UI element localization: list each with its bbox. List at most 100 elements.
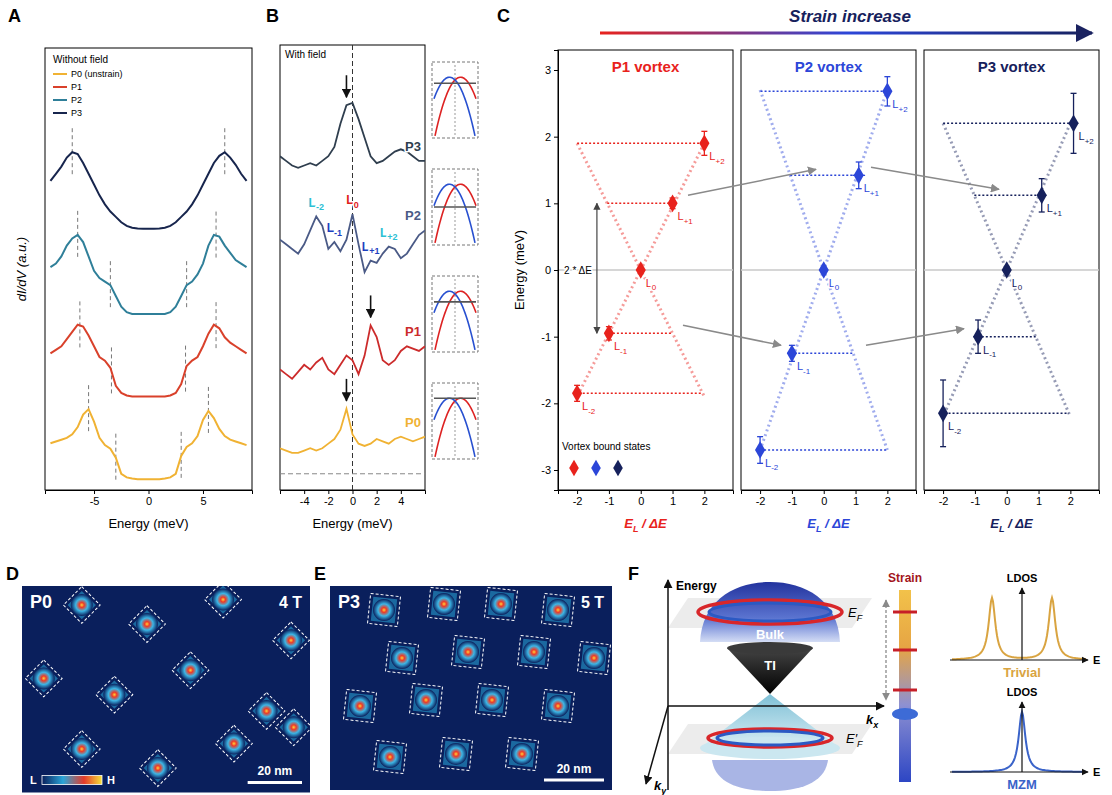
vortex-outline: [248, 693, 285, 730]
point-label: L+2: [892, 98, 908, 113]
fermi-ring: [708, 729, 832, 747]
label-subscript: -2: [588, 407, 596, 416]
inset-axis: [455, 386, 456, 456]
plot-area: [50, 128, 246, 479]
spectrum-line: [50, 325, 246, 397]
axis-title: Energy (meV): [108, 516, 188, 531]
point-label: L-2: [582, 400, 596, 415]
image-panel: DP04 T20 nmLH: [6, 564, 312, 792]
shift-arrow: [866, 329, 964, 346]
x-axis: -2-1012: [925, 490, 1100, 507]
band-inset: [432, 169, 478, 245]
tick: 1: [545, 197, 558, 209]
field-label: 5 T: [581, 594, 604, 611]
axis-line: [559, 491, 734, 495]
state-label: L+1: [362, 240, 380, 257]
series-label: P0: [405, 415, 421, 430]
tick-label: -5: [90, 495, 100, 507]
inset-band: [435, 291, 476, 350]
error-cap: [856, 188, 862, 189]
vortex-core: [103, 684, 125, 706]
fermi-ring: [717, 731, 823, 745]
vortex-core: [147, 757, 169, 779]
vortex-halo: [347, 693, 373, 719]
data-point: [819, 261, 829, 279]
error-cap: [701, 155, 707, 156]
tick: 4: [398, 490, 404, 507]
point-label: L+1: [1047, 202, 1063, 217]
legend-label: P3: [71, 108, 82, 118]
legend-title: Vortex bound states: [562, 441, 650, 452]
point-label: L+1: [864, 182, 880, 197]
label-subscript: -2: [771, 463, 779, 472]
vortex-outline: [506, 738, 539, 771]
axis-arrow: [950, 659, 1088, 660]
axis-line: [281, 491, 426, 495]
tick: -1: [541, 331, 558, 343]
plot-area: [924, 93, 1099, 446]
legend: Without fieldP0 (unstrain)P1P2P3: [53, 54, 123, 118]
axis-line: [925, 491, 1100, 495]
fermi-ring: [698, 600, 842, 624]
field-label: 4 T: [279, 594, 302, 611]
scale-label: 20 nm: [257, 764, 292, 778]
axis-title: kx: [866, 712, 879, 730]
cone-line: [760, 90, 887, 450]
state-label: L-2: [309, 196, 324, 213]
vortex-outline: [96, 676, 133, 713]
tick-label: 1: [670, 495, 676, 507]
vortex-outline: [452, 636, 485, 669]
data-point: [1002, 261, 1012, 279]
tick: -1: [788, 490, 798, 507]
axis-title: LDOS: [1007, 572, 1038, 584]
colorbar: [42, 775, 102, 784]
spectrum-line: [280, 103, 425, 168]
tick-label: -4: [300, 495, 310, 507]
figure: A-505Energy (meV)dI/dV (a.u.)Without fie…: [0, 0, 1112, 795]
label-subscript: +1: [870, 189, 880, 198]
inset-axis: [455, 65, 456, 135]
subplot-title: P2 vortex: [795, 58, 863, 75]
axis-arrow: [1021, 588, 1022, 660]
tick-label: 0: [146, 495, 152, 507]
subplot: L-2L-1L0L+1L+2P3 vortex-2-1012EL / ΔE: [924, 50, 1100, 534]
tick: 0: [146, 490, 152, 507]
level-line: [943, 123, 1070, 125]
tick: 2: [702, 490, 708, 507]
error-cap: [975, 353, 981, 354]
reference-line: [280, 473, 425, 474]
fermi-label: EF: [848, 605, 863, 623]
tick-mark: [377, 490, 378, 494]
state-label: L+2: [380, 226, 398, 243]
x-axis: -2-1012: [559, 490, 734, 507]
vortex-outline: [428, 588, 461, 621]
tick-label: -2: [756, 495, 766, 507]
tick-label: -1: [541, 331, 551, 343]
vortex-halo: [371, 597, 397, 623]
vortex-outline: [440, 738, 473, 771]
error-cap: [701, 131, 707, 132]
mzm-blob: [892, 708, 918, 720]
axis-title: EL / ΔE: [807, 516, 850, 534]
level-line: [794, 353, 853, 355]
vortex-outline: [63, 587, 100, 624]
label-subscript: +1: [369, 246, 379, 256]
tick-mark: [887, 490, 888, 494]
inset-band: [434, 398, 475, 457]
tick: -4: [300, 490, 310, 507]
plot-frame: [741, 50, 916, 490]
tick: 0: [545, 264, 558, 276]
label-text: E: [807, 516, 816, 531]
tick: -1: [605, 490, 615, 507]
vortex-core: [433, 593, 455, 615]
axis-title: Energy: [676, 579, 717, 593]
vortex-halo: [252, 697, 280, 725]
subplot-title: P1 vortex: [612, 58, 680, 75]
vortex-core: [481, 689, 503, 711]
tick: -2: [756, 490, 766, 507]
vortex-core: [373, 599, 395, 621]
label-subscript: -1: [803, 367, 811, 376]
legend-swatch: [53, 73, 67, 75]
label-text: L: [380, 226, 387, 240]
label-text: L: [346, 193, 353, 207]
